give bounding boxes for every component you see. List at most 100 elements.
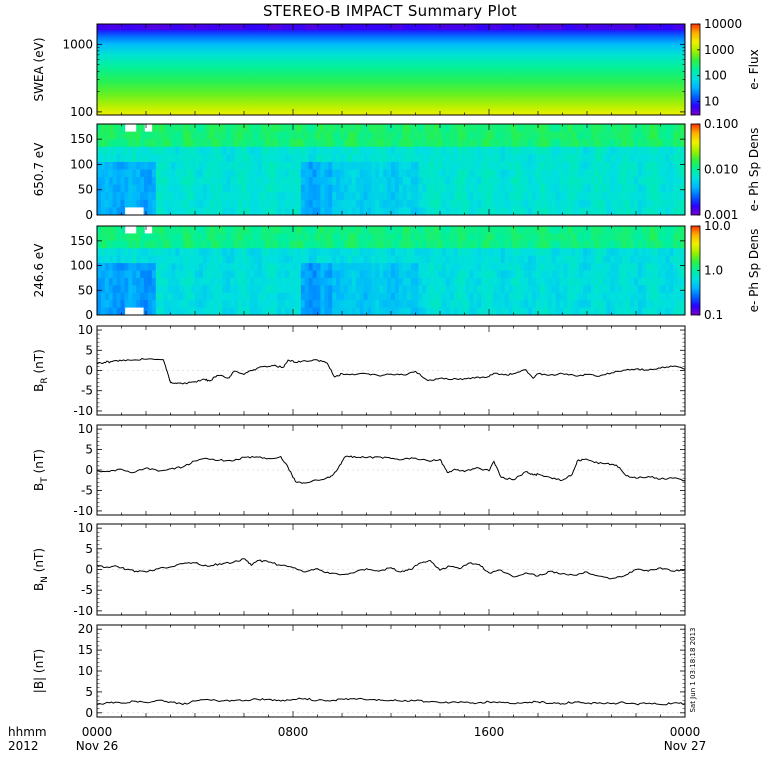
pad-cell [285,255,290,264]
pad-cell [234,139,239,148]
pad-cell [120,277,125,286]
pad-cell [214,226,219,234]
pad-cell [606,154,611,163]
pad-cell [175,248,180,257]
pad-cell [187,184,192,193]
pad-cell [238,307,243,315]
pad-cell [489,226,494,234]
pad-cell [359,240,364,249]
pad-cell [641,131,647,140]
pad-cell [402,255,408,264]
pad-cell [104,177,110,186]
pad-cell [363,192,368,201]
pad-cell [226,207,231,215]
pad-cell [539,307,545,315]
pad-cell [532,184,537,193]
pad-cell [657,161,662,170]
pad-cell [410,131,415,140]
pad-cell [285,226,290,234]
pad-cell [206,300,212,308]
pad-cell [285,177,290,186]
pad-cell [308,169,313,178]
pad-cell [383,207,388,215]
pad-cell [347,255,353,264]
pad-cell [575,240,580,249]
pad-cell [218,124,223,132]
pad-cell [289,300,294,308]
pad-cell [551,255,557,264]
pad-cell [489,192,494,201]
pad-cell [579,300,584,308]
pad-cell [242,131,247,140]
pad-cell [316,292,321,301]
pad-cell [336,154,341,163]
pad-cell [285,192,290,201]
pad-cell [637,161,643,170]
pad-cell [187,270,192,279]
pad-cell [634,263,639,271]
pad-cell [277,277,282,286]
pad-cell [347,270,353,279]
pad-cell [191,300,196,308]
pad-cell [202,154,208,163]
pad-cell [418,307,423,315]
pad-cell [449,146,455,155]
pad-cell [375,139,380,148]
pad-cell [183,255,188,264]
pad-cell [120,307,125,315]
pad-cell [500,207,506,215]
pad-cell [195,292,200,301]
pad-cell [653,277,658,286]
pad-cell [630,192,635,201]
pad-cell [210,177,215,186]
pad-cell [104,233,110,242]
pad-cell [347,226,353,234]
pad-cell [324,154,329,163]
pad-cell [469,177,474,186]
pad-cell [598,146,604,155]
pad-cell [140,192,145,201]
pad-cell [151,248,157,257]
pad-cell [394,154,400,163]
pad-cell [340,161,345,170]
pad-cell [347,292,353,301]
pad-cell [618,240,623,249]
pad-cell [532,192,537,201]
flux-top-cell [378,24,392,30]
pad-cell [618,192,623,201]
pad-cell [575,248,580,257]
pad-cell [108,154,114,163]
pad-cell [547,277,553,286]
pad-cell [610,154,615,163]
pad-cell [465,300,470,308]
pad-cell [579,177,584,186]
pad-cell [481,277,486,286]
pad-cell [343,277,349,286]
pad-cell [312,131,317,140]
pad-cell [508,154,513,163]
pad-cell [359,263,364,271]
pad-cell [242,169,247,178]
pad-cell [273,139,278,148]
pad-cell [492,263,498,271]
pad-cell [645,255,651,264]
pad-cell [171,285,176,294]
pad-cell [606,161,611,170]
pad-cell [304,192,310,201]
pad-cell [504,263,509,271]
pad-cell [571,131,576,140]
pad-cell [590,277,596,286]
flux-top-cell [195,24,208,30]
pad-cell [312,169,317,178]
pad-cell [293,240,298,249]
pad-cell [543,199,549,208]
pad-cell [602,169,607,178]
pad-cell [261,285,266,294]
pad-cell [336,285,341,294]
pad-cell [136,146,141,155]
pad-cell [492,199,498,208]
pad-cell [195,307,200,315]
pad-cell [175,131,180,140]
pad-cell [191,292,196,301]
y-tick-label: 20 [78,622,93,636]
